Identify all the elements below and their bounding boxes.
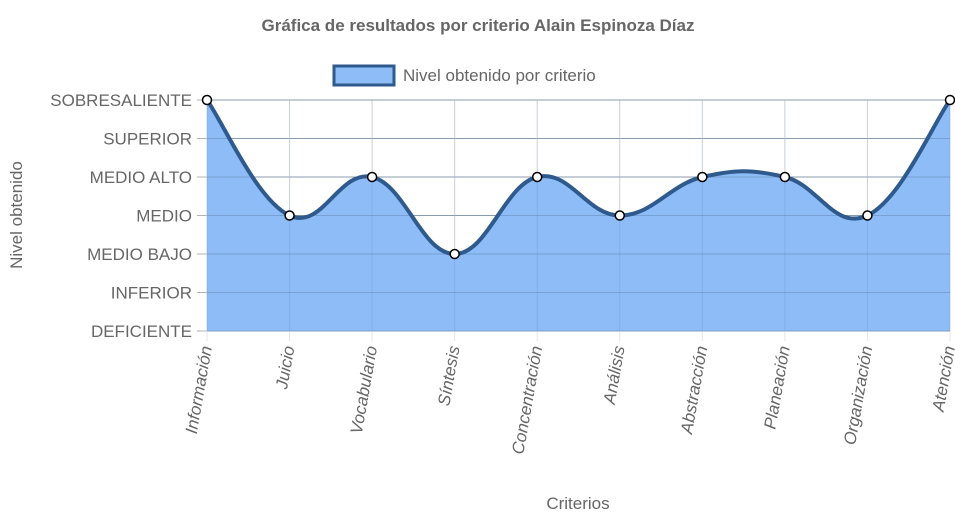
x-tick-label: Organización [840, 344, 876, 446]
legend-label: Nivel obtenido por criterio [403, 66, 596, 85]
chart-title: Gráfica de resultados por criterio Alain… [262, 16, 695, 35]
data-point-9[interactable] [944, 94, 955, 106]
data-point-5[interactable] [614, 210, 626, 221]
x-tick-label: Información [182, 344, 216, 435]
y-tick-label: SOBRESALIENTE [50, 91, 192, 110]
data-point-4[interactable] [531, 171, 543, 183]
y-tick-label: MEDIO ALTO [90, 168, 192, 187]
data-point-2[interactable] [366, 171, 378, 183]
data-point-1[interactable] [284, 210, 295, 221]
y-tick-label: SUPERIOR [103, 130, 192, 149]
points [201, 94, 955, 260]
area-layer [205, 98, 952, 332]
x-tick-label: Abstracción [677, 344, 711, 436]
legend-swatch [332, 64, 396, 87]
y-tick-labels: DEFICIENTE INFERIOR MEDIO BAJO MEDIO MEDIO A… [50, 91, 192, 341]
data-point-0[interactable] [201, 94, 213, 106]
y-tick-label: INFERIOR [111, 284, 192, 303]
y-tick-label: MEDIO BAJO [87, 245, 192, 264]
y-tick-label: MEDIO [136, 207, 192, 226]
data-point-7[interactable] [779, 171, 791, 183]
data-point-8[interactable] [862, 210, 873, 221]
x-axis-label: Criterios [546, 494, 609, 513]
x-tick-label: Vocabulario [347, 344, 381, 435]
data-point-6[interactable] [697, 171, 708, 183]
x-tick-label: Concentración [508, 344, 546, 455]
x-tick-labels: Información Juicio Vocabulario Síntesis Conc… [182, 344, 955, 456]
x-tick-label: Planeación [761, 344, 794, 430]
series-line [205, 98, 952, 256]
legend[interactable]: Nivel obtenido por criterio [332, 64, 596, 87]
series-area [207, 100, 950, 331]
y-tick-label: DEFICIENTE [91, 322, 192, 341]
x-tick-label: Análisis [600, 344, 629, 406]
x-tick-label: Atención [929, 344, 955, 413]
x-tick-label: Síntesis [434, 344, 463, 407]
data-point-3[interactable] [449, 248, 460, 260]
x-tick-label: Juicio [272, 344, 298, 391]
y-axis-label: Nivel obtenido [7, 161, 26, 269]
